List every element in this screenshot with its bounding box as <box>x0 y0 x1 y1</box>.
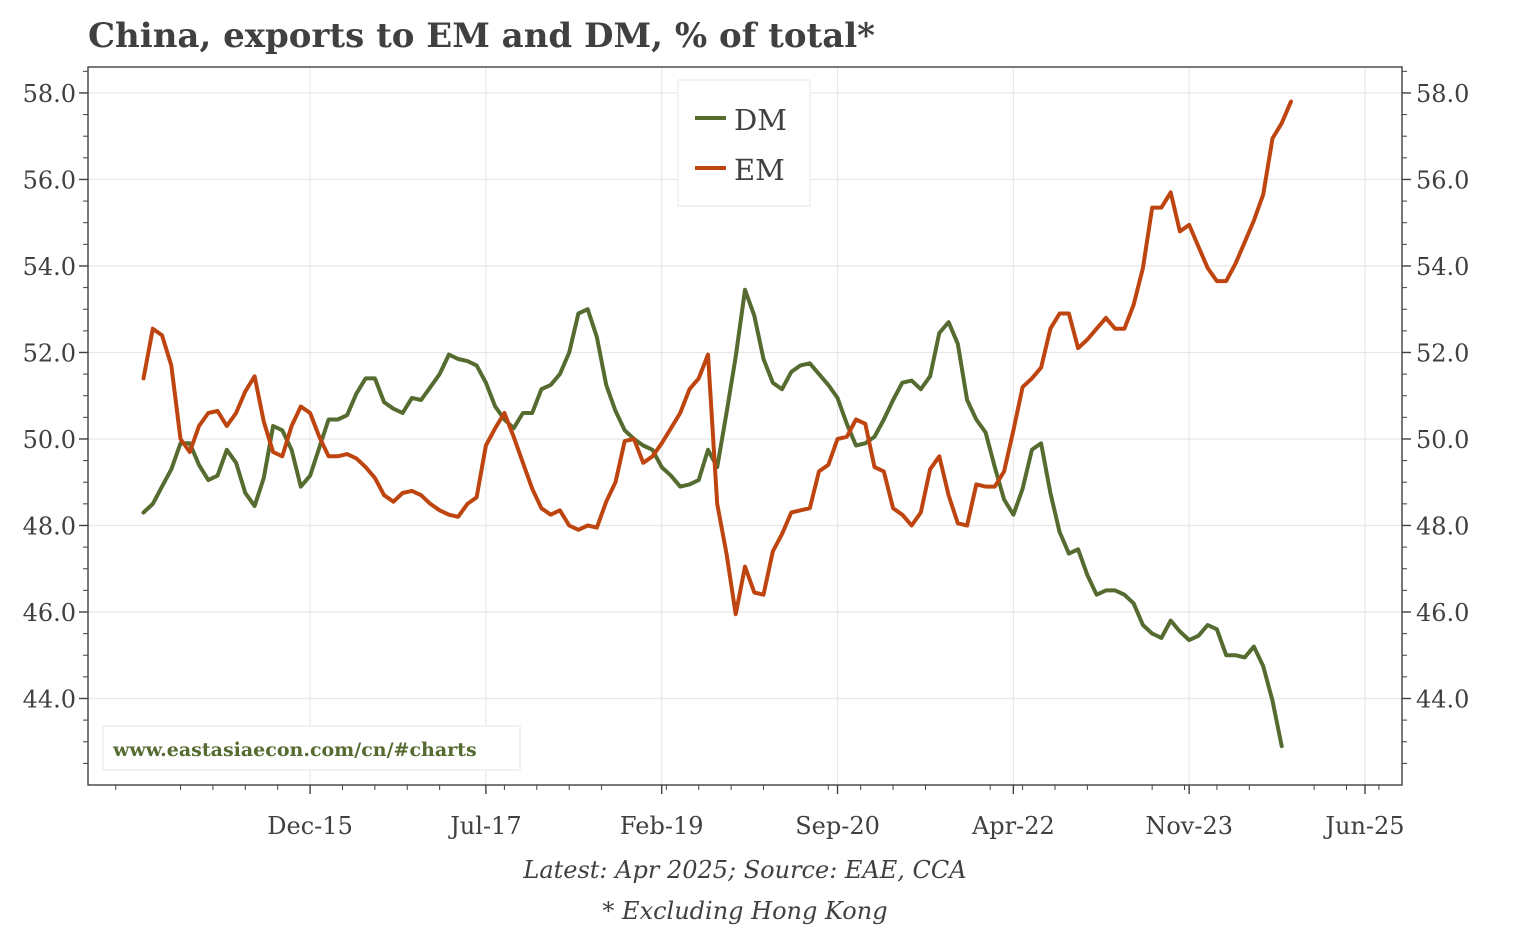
exclusion-note: * Excluding Hong Kong <box>602 897 887 925</box>
y-tick-label-left: 50.0 <box>23 426 76 454</box>
y-tick-label-right: 58.0 <box>1416 80 1469 108</box>
x-tick-label: Nov-23 <box>1145 812 1233 840</box>
y-tick-label-left: 44.0 <box>23 685 76 713</box>
y-tick-label-right: 46.0 <box>1416 599 1469 627</box>
legend: DM EM <box>677 79 811 207</box>
legend-label-em: EM <box>734 153 785 187</box>
x-tick-label: Jun-25 <box>1322 812 1404 840</box>
y-tick-label-left: 56.0 <box>23 166 76 194</box>
legend-label-dm: DM <box>734 103 787 137</box>
y-tick-label-right: 52.0 <box>1416 339 1469 367</box>
y-tick-label-right: 50.0 <box>1416 426 1469 454</box>
x-tick-label: Sep-20 <box>795 812 880 840</box>
y-tick-label-left: 54.0 <box>23 253 76 281</box>
y-tick-label-left: 48.0 <box>23 512 76 540</box>
y-tick-label-right: 44.0 <box>1416 685 1469 713</box>
y-tick-label-right: 54.0 <box>1416 253 1469 281</box>
watermark-frame <box>102 725 521 771</box>
y-tick-label-left: 46.0 <box>23 599 76 627</box>
legend-box <box>677 79 811 207</box>
series-layer <box>141 99 1293 749</box>
x-tick-label: Dec-15 <box>267 812 353 840</box>
y-tick-label-left: 58.0 <box>23 80 76 108</box>
y-tick-label-right: 56.0 <box>1416 166 1469 194</box>
series-line-dm <box>141 287 1284 749</box>
plot-frame <box>87 66 1403 786</box>
axis-layer: 44.0 44.0 46.0 46.0 48.0 48.0 50.0 50.0 52.0 52.0… <box>23 70 1469 840</box>
watermark-url: www.eastasiaecon.com/cn/#charts <box>112 739 477 761</box>
series-line-em <box>141 99 1293 617</box>
watermark-box: www.eastasiaecon.com/cn/#charts <box>102 725 521 771</box>
x-tick-label: Apr-22 <box>971 812 1055 840</box>
y-tick-label-left: 52.0 <box>23 339 76 367</box>
y-tick-label-right: 48.0 <box>1416 512 1469 540</box>
source-note: Latest: Apr 2025; Source: EAE, CCA <box>522 856 966 884</box>
chart-title: China, exports to EM and DM, % of total* <box>88 16 875 56</box>
x-tick-label: Feb-19 <box>620 812 704 840</box>
x-tick-label: Jul-17 <box>447 812 521 840</box>
